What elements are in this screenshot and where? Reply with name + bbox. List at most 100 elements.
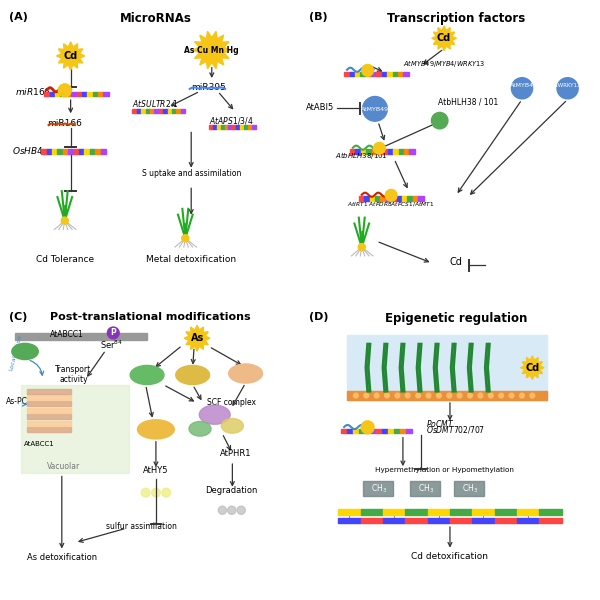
Circle shape: [406, 393, 410, 398]
Ellipse shape: [130, 365, 164, 385]
Text: SCF complex: SCF complex: [208, 398, 256, 407]
Text: Cd: Cd: [525, 362, 539, 373]
Bar: [409, 149, 415, 154]
Bar: [371, 71, 376, 76]
Bar: [375, 196, 380, 201]
Bar: [341, 428, 347, 433]
Bar: [26, 415, 71, 419]
Bar: [87, 92, 92, 96]
Bar: [229, 125, 232, 130]
Text: $\it{OsDMT702/707}$: $\it{OsDMT702/707}$: [427, 424, 485, 436]
Bar: [98, 92, 103, 96]
Text: Degradation: Degradation: [206, 487, 258, 496]
Text: $\it{AtbHLH38/101}$: $\it{AtbHLH38/101}$: [335, 150, 388, 161]
Bar: [347, 391, 547, 400]
Bar: [517, 509, 539, 515]
Text: (A): (A): [9, 12, 28, 22]
Text: CH$_3$: CH$_3$: [463, 482, 479, 495]
Bar: [360, 71, 365, 76]
Text: AtHY5: AtHY5: [143, 466, 169, 475]
Bar: [66, 92, 71, 96]
Circle shape: [431, 112, 448, 129]
Bar: [383, 518, 405, 523]
Circle shape: [478, 393, 483, 398]
Circle shape: [511, 77, 533, 99]
Bar: [163, 109, 167, 113]
Ellipse shape: [229, 364, 263, 383]
Bar: [402, 196, 407, 201]
Bar: [355, 149, 361, 154]
Bar: [133, 109, 137, 113]
Bar: [176, 109, 181, 113]
Circle shape: [237, 506, 245, 514]
Text: $\it{AtMYB49/MYB4/WRKY13}$: $\it{AtMYB49/MYB4/WRKY13}$: [403, 58, 485, 69]
Circle shape: [374, 393, 379, 398]
Bar: [393, 149, 398, 154]
Bar: [344, 71, 349, 76]
Text: miR166: miR166: [47, 119, 82, 128]
Bar: [61, 92, 66, 96]
Bar: [428, 509, 450, 515]
Bar: [472, 509, 494, 515]
Text: As-PC: As-PC: [6, 397, 28, 406]
Circle shape: [162, 488, 170, 497]
Polygon shape: [521, 356, 544, 379]
Text: AtSIZ1: AtSIZ1: [136, 372, 158, 378]
Bar: [355, 71, 360, 76]
Text: Cd: Cd: [449, 257, 462, 268]
Text: CH$_3$: CH$_3$: [418, 482, 434, 495]
Bar: [47, 149, 52, 154]
Bar: [472, 518, 494, 523]
Bar: [539, 509, 562, 515]
Text: AtbHLH38 / 101: AtbHLH38 / 101: [438, 97, 499, 106]
Bar: [146, 109, 150, 113]
Bar: [240, 125, 244, 130]
Bar: [418, 196, 424, 201]
Circle shape: [416, 393, 421, 398]
Bar: [217, 125, 221, 130]
Text: AtPHIF1: AtPHIF1: [232, 371, 259, 377]
Bar: [539, 518, 562, 523]
Bar: [400, 428, 406, 433]
Bar: [141, 109, 146, 113]
Bar: [26, 421, 71, 426]
Circle shape: [385, 393, 389, 398]
Bar: [63, 149, 68, 154]
Text: sulfur assimilation: sulfur assimilation: [106, 523, 176, 532]
Text: AtMYB49: AtMYB49: [361, 107, 389, 112]
Bar: [26, 389, 71, 394]
Circle shape: [58, 84, 71, 97]
Text: As Cu Mn Hg: As Cu Mn Hg: [184, 46, 239, 55]
Bar: [137, 109, 141, 113]
Bar: [371, 149, 377, 154]
Bar: [517, 518, 539, 523]
Circle shape: [488, 393, 493, 398]
Circle shape: [395, 393, 400, 398]
Text: (D): (D): [309, 312, 328, 322]
Text: $\it{AtSULTR2.1}$: $\it{AtSULTR2.1}$: [133, 98, 179, 109]
Bar: [154, 109, 159, 113]
Circle shape: [557, 77, 578, 99]
Bar: [413, 196, 418, 201]
Bar: [68, 149, 74, 154]
Text: Vacuolar: Vacuolar: [47, 462, 80, 471]
Bar: [338, 509, 361, 515]
Text: As: As: [190, 333, 204, 343]
Ellipse shape: [176, 365, 209, 385]
Bar: [232, 125, 236, 130]
Bar: [221, 125, 224, 130]
Bar: [347, 428, 353, 433]
Bar: [407, 196, 413, 201]
Circle shape: [364, 393, 368, 398]
Circle shape: [151, 488, 160, 497]
Bar: [224, 125, 229, 130]
Bar: [20, 385, 130, 473]
Bar: [82, 92, 87, 96]
Text: As detoxification: As detoxification: [27, 553, 97, 562]
Text: Transcription factors: Transcription factors: [387, 12, 525, 25]
Bar: [85, 149, 90, 154]
Text: AtWRKY13: AtWRKY13: [553, 83, 582, 88]
Circle shape: [362, 97, 388, 121]
Bar: [172, 109, 176, 113]
Bar: [50, 92, 55, 96]
